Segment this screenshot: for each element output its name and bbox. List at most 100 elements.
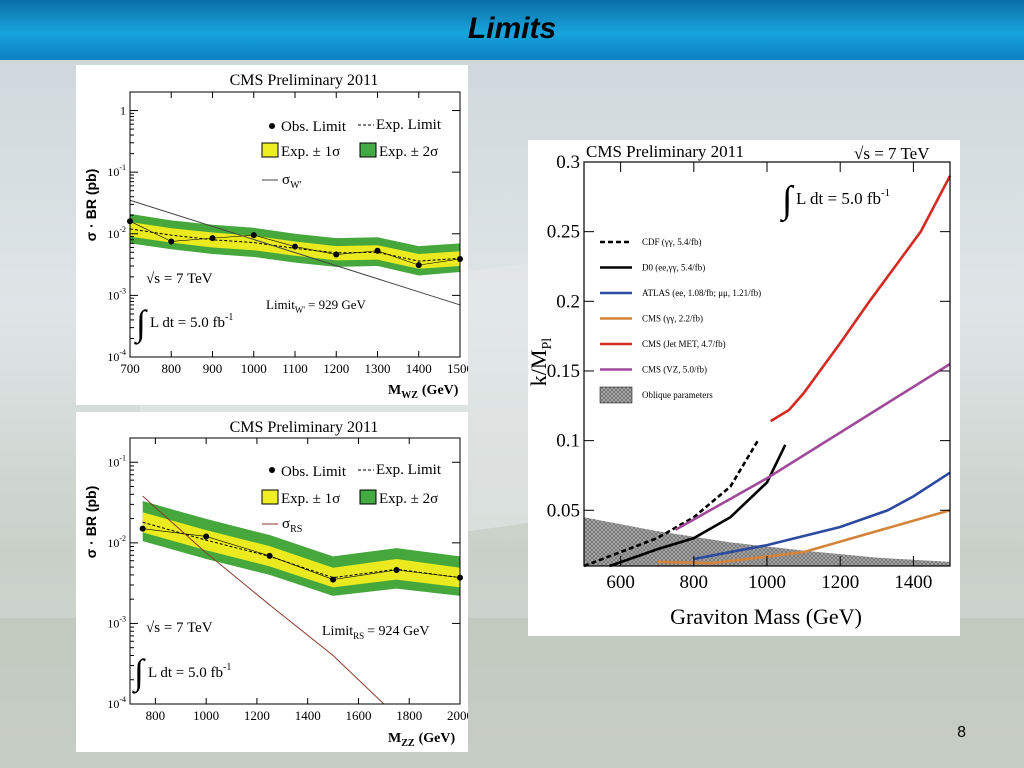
graviton-series-line-5 — [674, 362, 951, 531]
zz-x-tick-label: 1800 — [396, 708, 422, 723]
svg-text:k/MPl: k/MPl — [528, 338, 555, 386]
graviton-x-tick-label: 1400 — [894, 572, 932, 593]
graviton-y-tick-label: 0.2 — [556, 291, 580, 312]
wz-legend-theory: σW' — [282, 172, 302, 191]
graviton-integral-sign: ∫ — [780, 179, 795, 223]
zz-chart-panel: CMS Preliminary 2011 σ · BR (pb) MZZ (GeV… — [76, 412, 473, 752]
zz-y-tick-label: 10-3 — [107, 614, 126, 630]
wz-legend-obs-marker — [269, 123, 275, 129]
wz-legend-band2: Exp. ± 2σ — [379, 144, 438, 160]
wz-y-tick-label: 10-3 — [107, 286, 126, 302]
zz-x-tick-label: 1200 — [244, 708, 270, 723]
zz-lumi-label: L dt = 5.0 fb-1 — [148, 662, 231, 681]
page-number: 8 — [957, 724, 966, 741]
wz-x-tick-label: 900 — [203, 361, 223, 376]
wz-mass-limit-label: LimitW' = 929 GeV — [266, 297, 367, 315]
zz-observed-point — [330, 576, 337, 583]
wz-x-axis-label: MWZ (GeV) — [388, 383, 459, 401]
wz-x-tick-label: 1400 — [406, 361, 432, 376]
graviton-x-tick-label: 800 — [680, 572, 709, 593]
zz-legend-band2: Exp. ± 2σ — [379, 491, 438, 507]
wz-x-tick-label: 1100 — [282, 361, 308, 376]
graviton-y-tick-label: 0.05 — [547, 500, 580, 521]
graviton-chart-title: CMS Preliminary 2011 — [586, 142, 744, 161]
wz-legend-band1: Exp. ± 1σ — [281, 144, 340, 160]
zz-x-tick-label: 800 — [146, 708, 166, 723]
graviton-x-tick-label: 600 — [606, 572, 635, 593]
zz-exp-2sigma-band — [142, 501, 460, 596]
graviton-series-line-0 — [583, 439, 759, 568]
zz-chart-title: CMS Preliminary 2011 — [230, 419, 379, 436]
wz-chart-panel: CMS Preliminary 2011 σ · BR (pb) MWZ (GeV… — [76, 65, 473, 405]
graviton-y-tick-label: 0.1 — [556, 431, 580, 452]
graviton-x-axis-label: Graviton Mass (GeV) — [670, 604, 862, 629]
zz-legend: Obs. Limit Exp. Limit Exp. ± 1σ Exp. ± 2… — [261, 462, 442, 535]
wz-x-tick-label: 700 — [120, 361, 140, 376]
zz-observed-point — [203, 533, 210, 540]
zz-legend-obs: Obs. Limit — [281, 464, 347, 480]
zz-y-tick-label: 10-1 — [107, 453, 126, 469]
zz-limit-chart: CMS Preliminary 2011 σ · BR (pb) MZZ (GeV… — [83, 419, 473, 749]
wz-observed-point — [374, 247, 381, 254]
svg-text:MWZ(GeV): MWZ (GeV) — [388, 383, 459, 401]
wz-observed-point — [168, 238, 175, 245]
wz-observed-point — [415, 262, 422, 269]
graviton-legend-label-0: CDF (γγ, 5.4/fb) — [642, 237, 701, 247]
graviton-chart-panel: CMS Preliminary 2011 √s = 7 TeV ∫ L dt =… — [526, 140, 960, 636]
wz-energy-label: √s = 7 TeV — [146, 271, 213, 287]
graviton-legend: CDF (γγ, 5.4/fb) D0 (ee,γγ, 5.4/fb) ATLAS … — [599, 237, 761, 404]
zz-legend-obs-marker — [269, 467, 275, 473]
wz-legend-band2-swatch — [359, 142, 377, 158]
svg-text:MZZ(GeV): MZZ (GeV) — [388, 731, 455, 749]
wz-y-tick-label: 1 — [120, 104, 126, 118]
zz-plot-frame — [129, 437, 461, 705]
zz-annotations: √s = 7 TeV ∫ L dt = 5.0 fb-1 LimitRS = 92… — [132, 620, 429, 694]
wz-x-tick-label: 1200 — [323, 361, 349, 376]
wz-observed-point — [333, 251, 340, 258]
graviton-legend-oblique-swatch — [599, 386, 633, 404]
zz-x-tick-label: 2000 — [447, 708, 468, 723]
graviton-y-tick-label: 0.25 — [547, 222, 580, 243]
wz-y-tick-label: 10-1 — [107, 163, 126, 179]
zz-x-tick-label: 1600 — [345, 708, 371, 723]
wz-theory-curve — [129, 199, 461, 306]
wz-observed-point — [209, 235, 216, 242]
wz-lumi-label: L dt = 5.0 fb-1 — [150, 312, 233, 331]
wz-x-tick-label: 1500 — [447, 361, 468, 376]
zz-legend-exp: Exp. Limit — [376, 462, 442, 478]
wz-y-axis-label: σ · BR (pb) — [83, 169, 99, 242]
zz-legend-band1: Exp. ± 1σ — [281, 491, 340, 507]
zz-x-axis-label: MZZ (GeV) — [388, 731, 455, 749]
graviton-y-tick-label: 0.3 — [556, 152, 580, 173]
zz-exp-1sigma-band — [142, 512, 460, 588]
zz-x-tick-label: 1000 — [193, 708, 219, 723]
zz-legend-theory: σRS — [282, 516, 302, 535]
slide-title: Limits — [467, 12, 557, 45]
graviton-legend-label-4: CMS (Jet MET, 4.7/fb) — [642, 339, 726, 349]
wz-annotations: √s = 7 TeV ∫ L dt = 5.0 fb-1 LimitW' = 92… — [134, 271, 367, 345]
zz-observed-point — [139, 525, 146, 532]
graviton-legend-label-5: CMS (VZ, 5.0/fb) — [642, 365, 707, 375]
wz-legend-band1-swatch — [261, 142, 279, 158]
graviton-lumi-label: L dt = 5.0 fb-1 — [796, 187, 890, 208]
graviton-series-line-2 — [693, 471, 951, 561]
wz-y-tick-label: 10-4 — [107, 348, 126, 364]
zz-integral-sign: ∫ — [132, 652, 146, 694]
zz-legend-band1-swatch — [261, 489, 279, 505]
wz-observed-point — [250, 232, 257, 239]
zz-legend-band2-swatch — [359, 489, 377, 505]
oblique-parameters-excluded-region — [584, 517, 950, 566]
graviton-legend-label-3: CMS (γγ, 2.2/fb) — [642, 314, 703, 324]
graviton-y-axis-label: k/MPl — [526, 338, 555, 386]
zz-observed-point — [266, 552, 273, 559]
graviton-x-tick-label: 1000 — [748, 572, 786, 593]
zz-x-tick-label: 1400 — [295, 708, 321, 723]
wz-observed-point — [292, 243, 298, 250]
graviton-legend-oblique-label: Oblique parameters — [642, 390, 713, 400]
zz-y-tick-label: 10-4 — [107, 695, 126, 711]
graviton-y-tick-label: 0.15 — [547, 361, 580, 382]
graviton-lumi-annotation: ∫ L dt = 5.0 fb-1 — [780, 179, 890, 223]
graviton-legend-label-2: ATLAS (ee, 1.08/fb; μμ, 1.21/fb) — [642, 288, 761, 298]
graviton-x-tick-label: 1200 — [821, 572, 859, 593]
wz-y-tick-label: 10-2 — [107, 225, 126, 241]
